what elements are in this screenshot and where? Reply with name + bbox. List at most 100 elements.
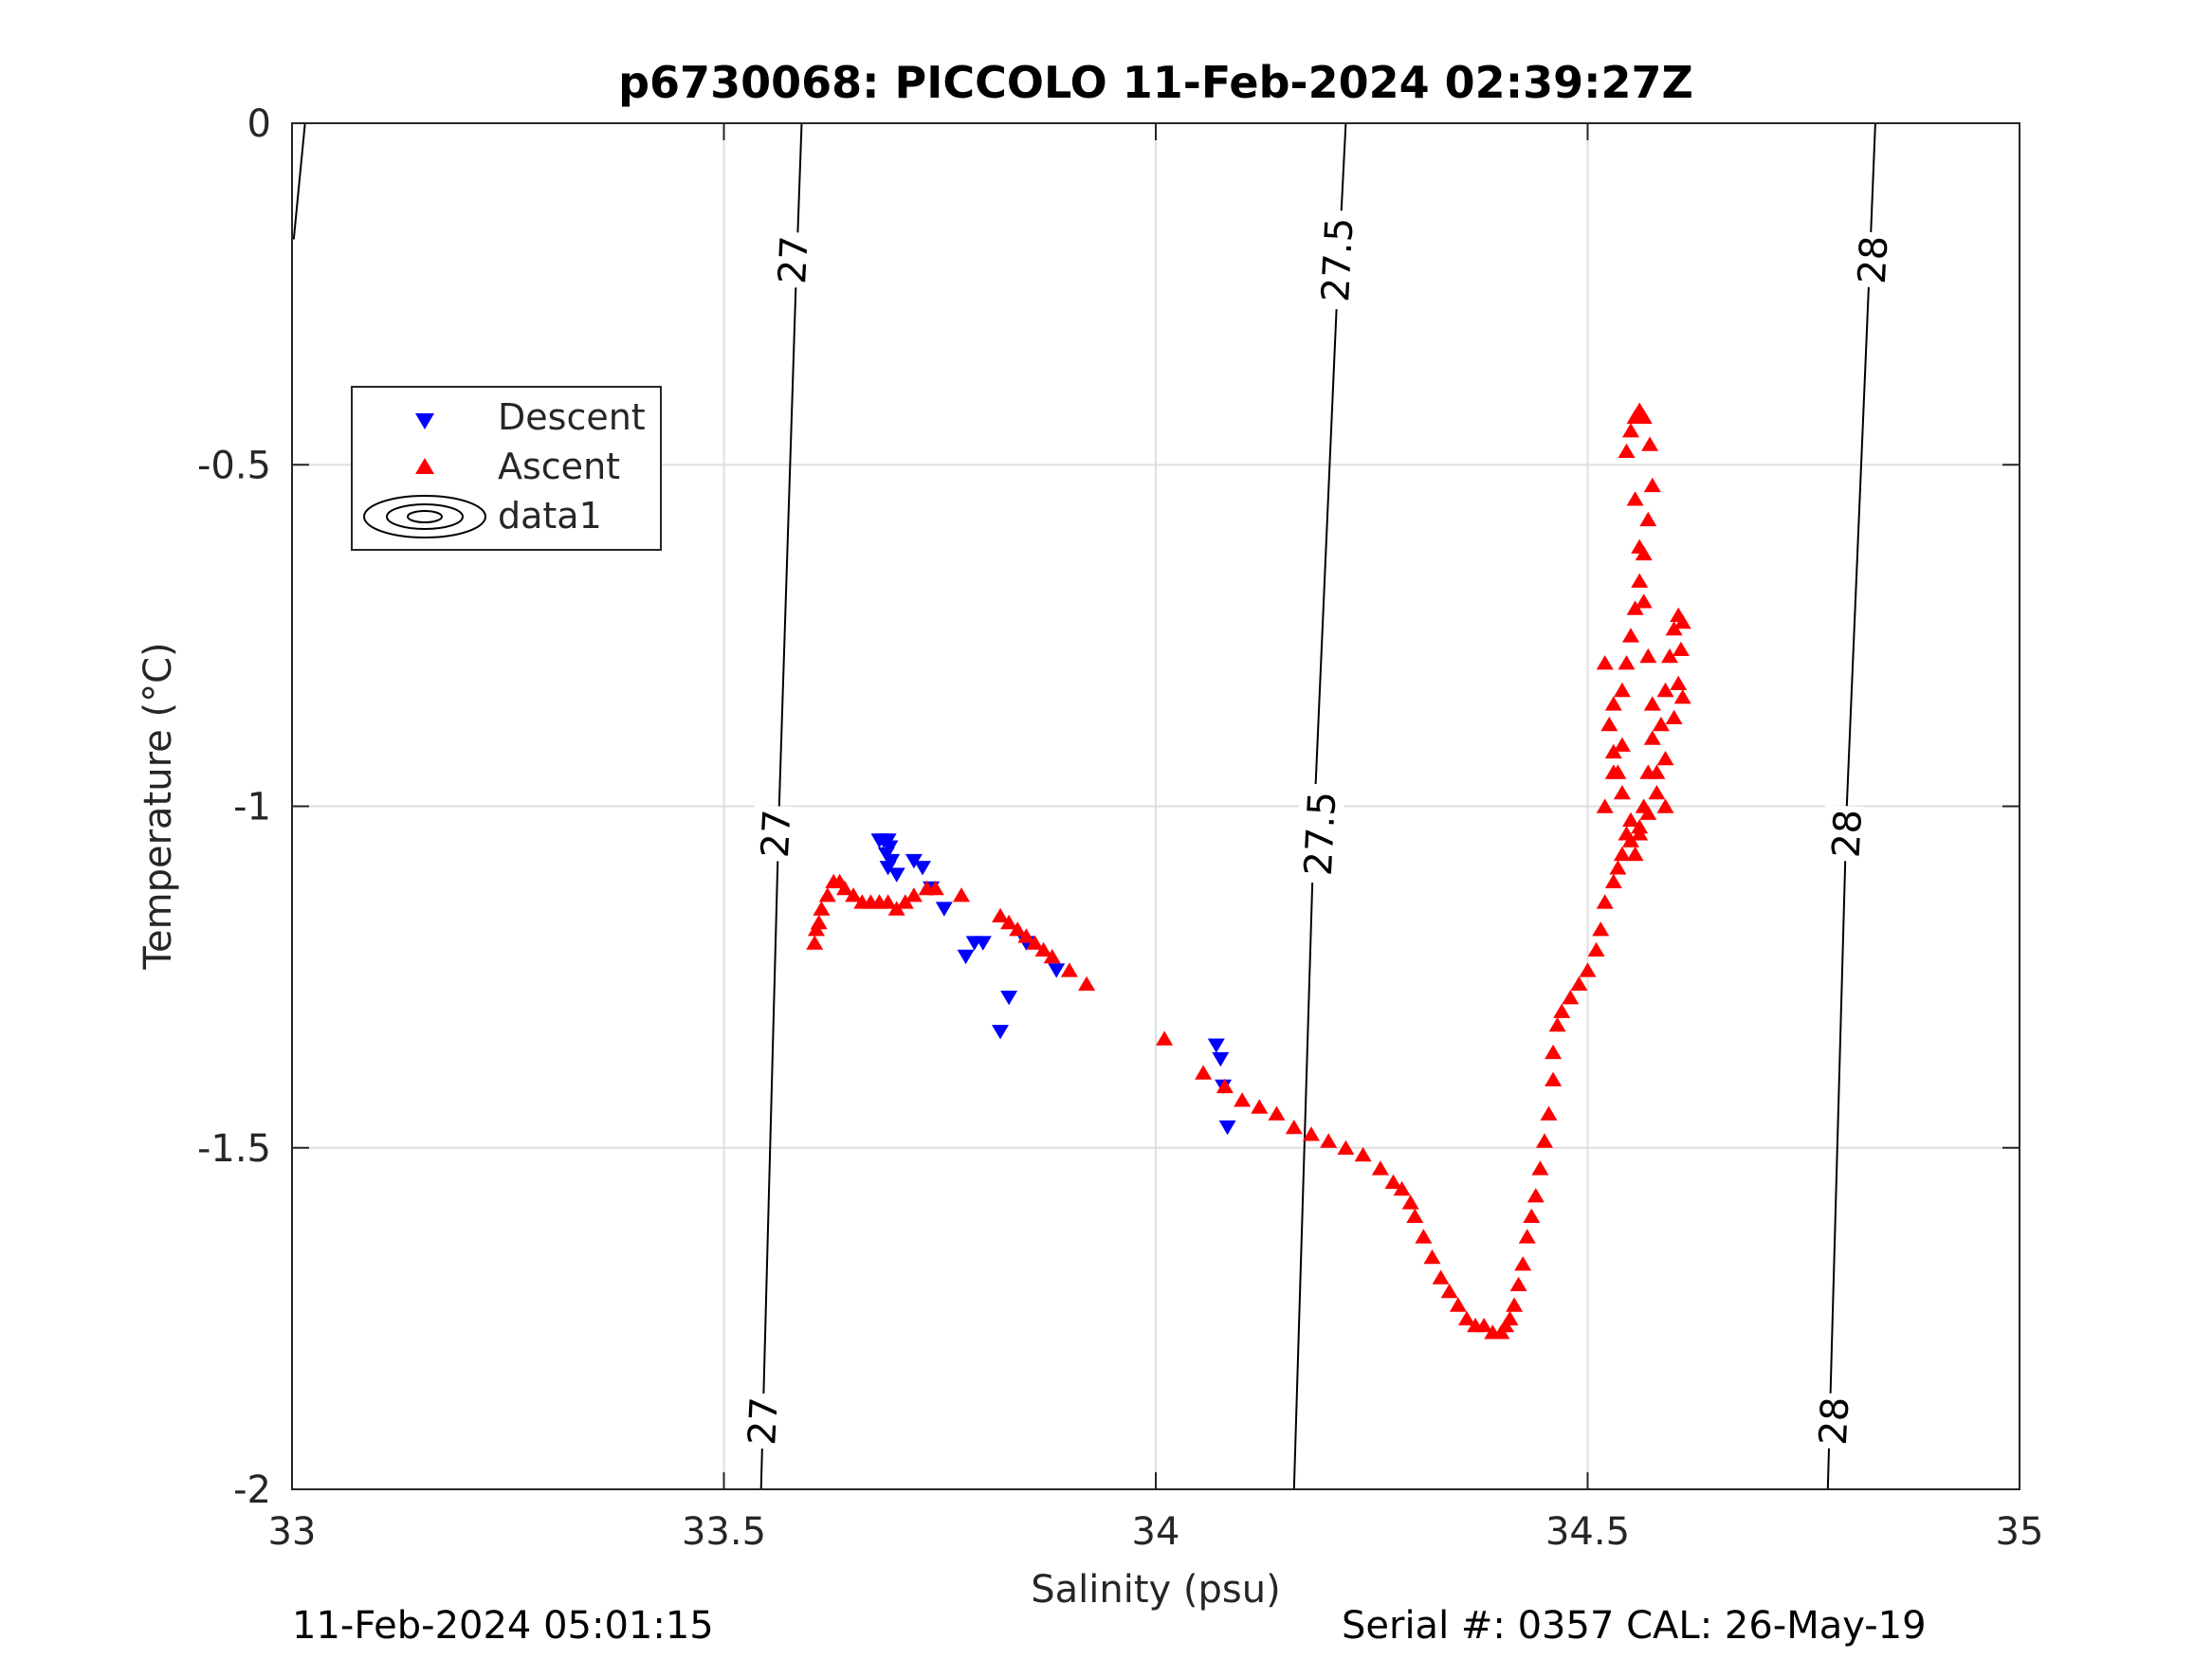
legend-ascent-label: Ascent xyxy=(498,446,620,487)
ascent-point xyxy=(1600,716,1618,732)
ascent-point xyxy=(1596,798,1614,813)
ascent-point xyxy=(953,887,970,902)
contour-label-bg xyxy=(1311,209,1362,311)
ascent-point xyxy=(1458,1310,1475,1326)
contour-line-27.5 xyxy=(1292,123,1347,1489)
ascent-point xyxy=(1639,805,1657,820)
ascent-point xyxy=(1613,737,1631,752)
descent-point xyxy=(1000,991,1018,1006)
legend-ascent-marker xyxy=(415,458,434,474)
ascent-point xyxy=(1613,846,1631,862)
ascent-point xyxy=(1285,1120,1303,1135)
ascent-point xyxy=(1216,1078,1234,1094)
ascent-point xyxy=(1635,593,1653,609)
ascent-point xyxy=(1509,1276,1527,1291)
ascent-point xyxy=(1609,860,1627,875)
descent-point xyxy=(879,861,897,876)
ascent-point xyxy=(1626,409,1644,424)
ascent-point xyxy=(1423,1249,1441,1265)
axes xyxy=(291,122,2020,1490)
ascent-point xyxy=(1648,764,1666,779)
ascent-point xyxy=(1622,832,1639,848)
descent-point xyxy=(1048,963,1066,978)
ascent-point xyxy=(1303,1126,1320,1141)
legend-descent-label: Descent xyxy=(498,396,646,438)
ascent-point xyxy=(1631,819,1649,834)
ascent-point xyxy=(926,880,944,896)
descent-point xyxy=(1218,1120,1236,1136)
x-tick-label: 33 xyxy=(268,1510,317,1554)
contour-labels: 27 27 27 27.5 27.5 28 28 28 xyxy=(739,209,1897,1450)
ascent-point xyxy=(1670,607,1688,622)
contour-label-bg xyxy=(1294,783,1345,884)
legend-contour-marker xyxy=(363,495,486,538)
contour-line-28 xyxy=(1826,123,1876,1489)
ascent-point xyxy=(1440,1284,1458,1299)
ascent-point xyxy=(1268,1105,1286,1121)
y-tick-label: 0 xyxy=(247,102,271,146)
contour-label-text: 28 xyxy=(1824,809,1871,859)
descent-point xyxy=(905,853,923,869)
ascent-point xyxy=(836,880,853,896)
y-tick-label: -1 xyxy=(233,786,271,830)
ascent-point xyxy=(1043,948,1061,964)
ascent-point xyxy=(1531,1160,1549,1176)
ascent-point xyxy=(1604,764,1622,779)
ascent-point xyxy=(1613,682,1631,698)
ascent-point xyxy=(1643,730,1661,745)
ascent-point xyxy=(1060,962,1078,977)
ascent-point xyxy=(1652,716,1670,732)
contour-label-text: 28 xyxy=(1812,1395,1858,1446)
ascent-point xyxy=(1626,846,1644,862)
descent-point xyxy=(974,936,992,951)
ascent-point xyxy=(813,901,831,916)
ascent-point xyxy=(1432,1269,1450,1285)
ascent-point xyxy=(1234,1092,1252,1107)
contour-label: 28 xyxy=(1809,1392,1858,1450)
ascent-point xyxy=(1401,1194,1419,1210)
legend-data1-label: data1 xyxy=(498,495,602,537)
ascent-point xyxy=(1026,935,1044,950)
ascent-point xyxy=(1604,743,1622,759)
ascent-point xyxy=(1449,1297,1467,1312)
ascent-point xyxy=(879,894,897,909)
ascent-point xyxy=(1592,921,1610,937)
y-tick-label: -2 xyxy=(233,1468,271,1512)
legend-descent-marker xyxy=(415,413,434,429)
contour-label-text: 28 xyxy=(1851,235,1897,285)
ascent-point xyxy=(1078,975,1096,991)
ascent-point xyxy=(1337,1139,1355,1155)
contour-line-26.5 xyxy=(292,123,306,240)
density-contours xyxy=(292,123,1876,1489)
ascent-point xyxy=(1384,1174,1402,1189)
contour-label-text: 27 xyxy=(754,809,800,859)
ascent-point xyxy=(1526,1188,1545,1203)
tick-labels: 33 33.5 34 34.5 35 0 -0.5 -1 -1.5 -2 xyxy=(197,102,2044,1554)
ascent-point xyxy=(1000,914,1018,930)
data-points xyxy=(806,402,1691,1340)
ascent-point xyxy=(1596,894,1614,909)
ascent-point xyxy=(1514,1256,1532,1271)
ascent-point xyxy=(1506,1297,1524,1312)
ascent-point xyxy=(1009,921,1027,937)
x-tick-label: 35 xyxy=(1996,1510,2044,1554)
ascent-point xyxy=(1618,443,1636,458)
ascent-point xyxy=(1643,477,1661,493)
y-tick-label: -1.5 xyxy=(197,1127,271,1171)
ascent-point xyxy=(1665,621,1683,636)
legend: Descent Ascent data1 xyxy=(351,386,662,551)
x-tick-label: 34 xyxy=(1132,1510,1180,1554)
contour-line-27 xyxy=(759,123,803,1489)
ascent-point xyxy=(1553,1003,1571,1018)
ascent-point xyxy=(1562,990,1580,1005)
ascent-point xyxy=(1604,696,1622,711)
ascent-point xyxy=(806,935,824,950)
ascent-point xyxy=(1545,1044,1563,1060)
ascent-point xyxy=(1641,436,1659,451)
ascent-point xyxy=(1639,511,1657,527)
contour-label: 27.5 xyxy=(1294,783,1345,884)
ascent-point xyxy=(1622,811,1639,828)
ascent-point xyxy=(1604,873,1622,888)
contour-label-bg xyxy=(751,805,800,863)
